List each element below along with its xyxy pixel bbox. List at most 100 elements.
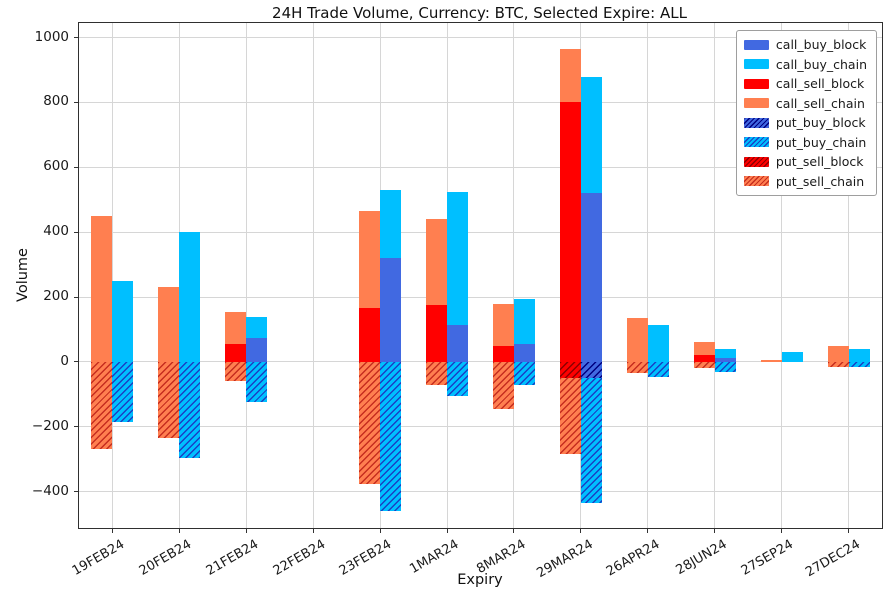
bar-call_buy_block-23feb24 (380, 258, 402, 362)
bar-put_buy_chain-8mar24 (513, 361, 535, 385)
y-tick-mark (74, 296, 78, 298)
legend-item-put_sell_block: put_sell_block (743, 154, 867, 169)
legend-label: call_buy_block (775, 37, 867, 52)
bar-call_buy_block-1mar24 (447, 324, 469, 362)
legend-label: put_buy_chain (775, 134, 867, 150)
y-gridline (79, 491, 882, 493)
bar-put_sell_block-29mar24 (559, 361, 581, 379)
x-tick-label-1mar24: 1MAR24 (407, 537, 462, 577)
bar-call_sell_chain-27dec24 (827, 345, 849, 362)
legend-item-call_sell_block: call_sell_block (743, 76, 867, 91)
y-tick-label: 600 (43, 158, 69, 175)
x-tick-label-29mar24: 29MAR24 (533, 537, 596, 582)
x-tick-label-28jun24: 28JUN24 (673, 537, 730, 579)
y-tick-mark (74, 491, 78, 493)
legend-swatch-put_sell_block (743, 156, 769, 167)
bar-call_buy_chain-19feb24 (112, 280, 134, 362)
legend-label: call_sell_block (775, 76, 865, 91)
legend-label: put_buy_block (775, 115, 866, 130)
legend-swatch-put_sell_chain (743, 176, 769, 186)
x-tick-mark (781, 529, 783, 533)
bar-call_sell_chain-20feb24 (158, 287, 180, 362)
bar-call_sell_chain-8mar24 (492, 303, 514, 346)
x-gridline (714, 23, 716, 528)
bar-call_buy_chain-27sep24 (781, 352, 803, 362)
bar-call_sell_chain-28jun24 (693, 342, 715, 356)
x-tick-label-27dec24: 27DEC24 (803, 537, 864, 581)
bar-call_sell_chain-27sep24 (760, 360, 782, 362)
bar-call_buy_block-21feb24 (246, 337, 268, 362)
legend-item-call_buy_chain: call_buy_chain (743, 57, 867, 72)
bar-call_sell_chain-21feb24 (225, 311, 247, 345)
x-tick-label-26apr24: 26APR24 (603, 537, 663, 580)
x-tick-mark (848, 529, 850, 533)
legend-label: put_sell_chain (775, 173, 865, 189)
x-gridline (111, 23, 113, 528)
x-tick-mark (513, 529, 515, 533)
x-gridline (647, 23, 649, 528)
bar-put_buy_chain-21feb24 (246, 361, 268, 403)
bar-call_buy_chain-8mar24 (513, 298, 535, 345)
x-tick-mark (446, 529, 448, 533)
plot-area: Volume Expiry call_buy_block call_buy_cha… (15, 22, 883, 588)
x-tick-mark (111, 529, 113, 533)
bar-call_buy_chain-28jun24 (714, 348, 736, 359)
bar-call_sell_block-21feb24 (225, 344, 247, 362)
x-tick-label-20feb24: 20FEB24 (136, 537, 194, 579)
legend-swatch-put_buy_block (743, 117, 769, 128)
legend-swatch-call_buy_chain (743, 59, 769, 69)
bar-call_buy_chain-29mar24 (580, 76, 602, 194)
x-gridline (848, 23, 850, 528)
y-tick-label: 1000 (34, 28, 69, 45)
legend-label: put_sell_block (775, 154, 864, 169)
y-tick-mark (74, 426, 78, 428)
bar-put_sell_chain-19feb24 (91, 361, 113, 450)
y-tick-mark (74, 101, 78, 103)
x-tick-label-23feb24: 23FEB24 (337, 537, 395, 579)
x-tick-label-19feb24: 19FEB24 (69, 537, 127, 579)
bar-call_sell_block-8mar24 (492, 345, 514, 362)
bar-call_sell_chain-26apr24 (626, 318, 648, 362)
x-tick-mark (245, 529, 247, 533)
y-tick-label: −200 (31, 417, 69, 434)
bar-put_sell_chain-28jun24 (693, 361, 715, 369)
bar-call_sell_block-29mar24 (559, 102, 581, 362)
x-axis-label: Expiry (457, 572, 503, 588)
x-tick-mark (379, 529, 381, 533)
bar-call_buy_chain-27dec24 (848, 348, 870, 362)
bar-put_buy_chain-27dec24 (848, 361, 870, 367)
y-gridline (79, 296, 882, 298)
bar-put_buy_chain-26apr24 (647, 361, 669, 377)
x-tick-mark (312, 529, 314, 533)
y-gridline (79, 101, 882, 103)
y-tick-mark (74, 361, 78, 363)
legend: call_buy_block call_buy_chain call_sell_bl… (735, 30, 877, 196)
y-tick-label: −400 (31, 482, 69, 499)
y-tick-mark (74, 231, 78, 233)
bar-call_sell_chain-19feb24 (91, 215, 113, 362)
bar-put_buy_chain-29mar24 (580, 378, 602, 503)
x-gridline (781, 23, 783, 528)
bar-put_sell_chain-20feb24 (158, 361, 180, 439)
bar-put_sell_chain-27dec24 (827, 361, 849, 367)
x-tick-mark (647, 529, 649, 533)
x-tick-label-27sep24: 27SEP24 (738, 537, 797, 579)
bar-call_sell_chain-23feb24 (359, 211, 381, 309)
y-gridline (79, 426, 882, 428)
legend-swatch-put_buy_chain (743, 137, 769, 147)
legend-swatch-call_buy_block (743, 39, 769, 50)
y-tick-label: 0 (60, 352, 69, 369)
x-tick-mark (714, 529, 716, 533)
legend-item-put_buy_block: put_buy_block (743, 115, 867, 130)
x-tick-label-8mar24: 8MAR24 (474, 537, 529, 577)
y-gridline (79, 37, 882, 39)
legend-item-call_sell_chain: call_sell_chain (743, 96, 867, 111)
bar-call_buy_block-8mar24 (513, 344, 535, 362)
bar-call_sell_block-1mar24 (426, 305, 448, 362)
bar-call_sell_chain-1mar24 (426, 219, 448, 306)
bar-call_buy_chain-1mar24 (447, 191, 469, 325)
bar-call_sell_block-28jun24 (693, 355, 715, 362)
legend-swatch-call_sell_chain (743, 98, 769, 108)
bar-put_buy_chain-23feb24 (380, 361, 402, 512)
